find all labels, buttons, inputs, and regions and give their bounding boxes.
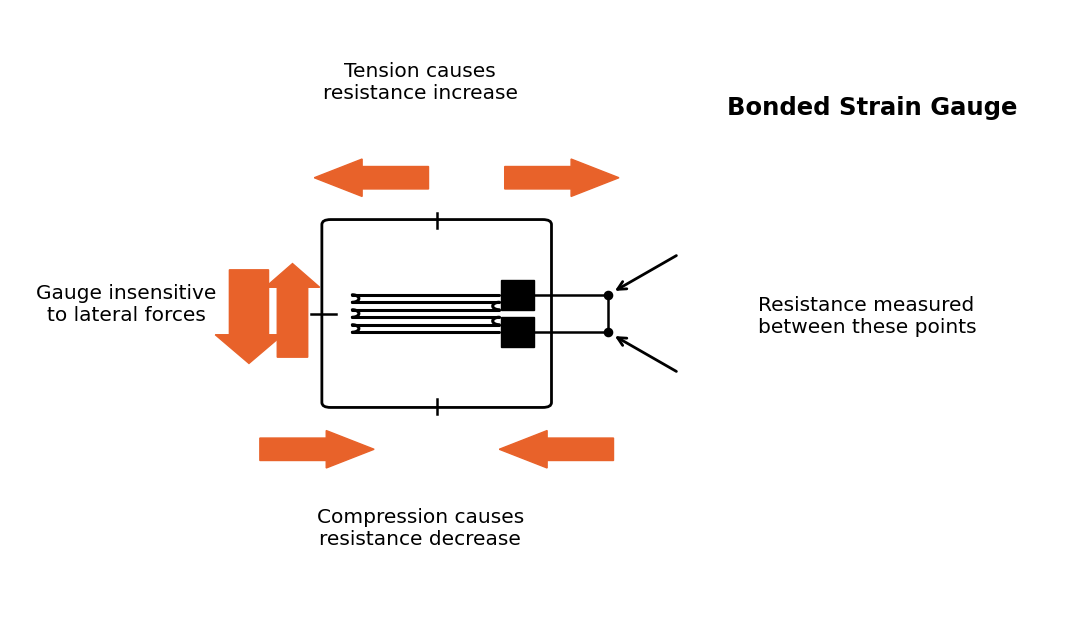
FancyBboxPatch shape (322, 219, 551, 408)
FancyArrow shape (215, 270, 283, 364)
Text: Compression causes
resistance decrease: Compression causes resistance decrease (316, 508, 524, 549)
Bar (502, 280, 535, 310)
Point (599, 290, 616, 300)
Text: Gauge insensitive
to lateral forces: Gauge insensitive to lateral forces (36, 283, 217, 325)
Text: Tension causes
resistance increase: Tension causes resistance increase (323, 62, 518, 103)
Point (599, 327, 616, 337)
Bar (502, 317, 535, 347)
FancyArrow shape (265, 263, 320, 357)
FancyArrow shape (260, 431, 374, 468)
Text: Resistance measured
between these points: Resistance measured between these points (758, 296, 976, 337)
FancyArrow shape (500, 431, 613, 468)
FancyArrow shape (505, 159, 619, 196)
FancyArrow shape (314, 159, 429, 196)
Text: Bonded Strain Gauge: Bonded Strain Gauge (727, 95, 1017, 120)
